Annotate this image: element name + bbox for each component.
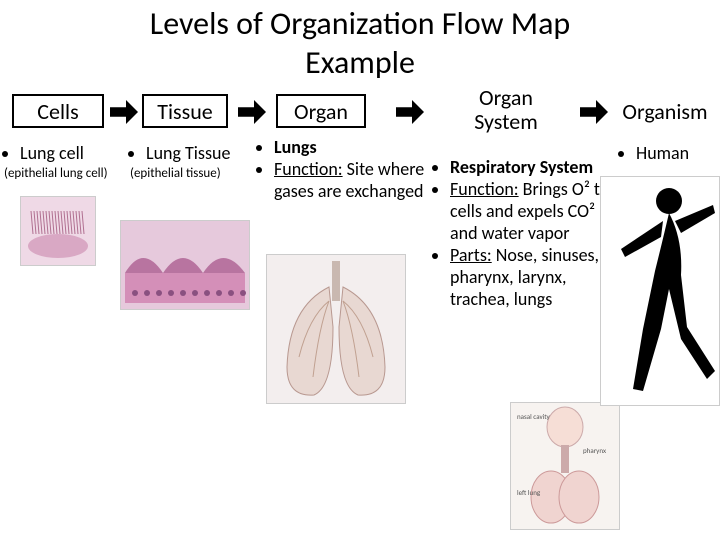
column-organ-system: Respiratory SystemFunction: Brings O² to… [434, 156, 620, 310]
svg-text:nasal cavity: nasal cavity [517, 412, 551, 421]
bullet-list: Lung cell [4, 142, 124, 164]
image-lung-tissue [120, 220, 250, 310]
flow-box-tissue: Tissue [142, 94, 228, 128]
subtext-cells: (epithelial lung cell) [4, 166, 124, 181]
flow-box-organ: Organ [276, 94, 366, 128]
svg-text:pharynx: pharynx [583, 446, 606, 455]
column-cells: Lung cell [4, 142, 124, 164]
bullet-item: Respiratory System [450, 156, 620, 178]
bullet-list: Lung Tissue [130, 142, 250, 164]
svg-text:left lung: left lung [517, 488, 541, 497]
lungs-icon [269, 257, 403, 401]
column-organ: LungsFunction: Site where gases are exch… [258, 136, 448, 202]
human-icon [603, 179, 717, 403]
flow-box-organ-system: Organ System [436, 80, 576, 140]
image-resp-diagram: nasal cavity pharynx left lung [510, 402, 620, 530]
lung-tissue-icon [123, 223, 247, 307]
arrow-after-cells [110, 100, 140, 124]
arrow-after-organ [396, 100, 426, 124]
bullet-item: Lung Tissue [146, 142, 250, 164]
page-title: Levels of Organization Flow Map Example [0, 4, 720, 82]
bullet-item: Lungs [274, 136, 448, 158]
bullet-item: Human [636, 142, 720, 164]
image-human [600, 176, 720, 406]
flow-box-organism: Organism [610, 94, 720, 128]
column-tissue: Lung Tissue [130, 142, 250, 164]
arrow-after-organ-system [580, 100, 610, 124]
image-lungs [266, 254, 406, 404]
lung-cell-icon [23, 201, 93, 261]
column-organism: Human [620, 142, 720, 164]
bullet-item: Lung cell [20, 142, 124, 164]
subtext-tissue: (epithelial tissue) [130, 166, 250, 181]
image-lung-cell [20, 196, 96, 266]
bullet-item: Function: Site where gases are exchanged [274, 158, 448, 202]
arrow-after-tissue [238, 100, 268, 124]
bullet-list: Respiratory SystemFunction: Brings O² to… [434, 156, 620, 310]
title-line1: Levels of Organization Flow Map [0, 4, 720, 43]
resp-diagram-icon: nasal cavity pharynx left lung [513, 405, 617, 527]
flow-box-cells: Cells [12, 94, 104, 128]
bullet-list: LungsFunction: Site where gases are exch… [258, 136, 448, 202]
bullet-list: Human [620, 142, 720, 164]
bullet-item: Parts: Nose, sinuses, pharynx, larynx, t… [450, 244, 620, 310]
title-line2: Example [0, 43, 720, 82]
bullet-item: Function: Brings O² to cells and expels … [450, 178, 620, 244]
